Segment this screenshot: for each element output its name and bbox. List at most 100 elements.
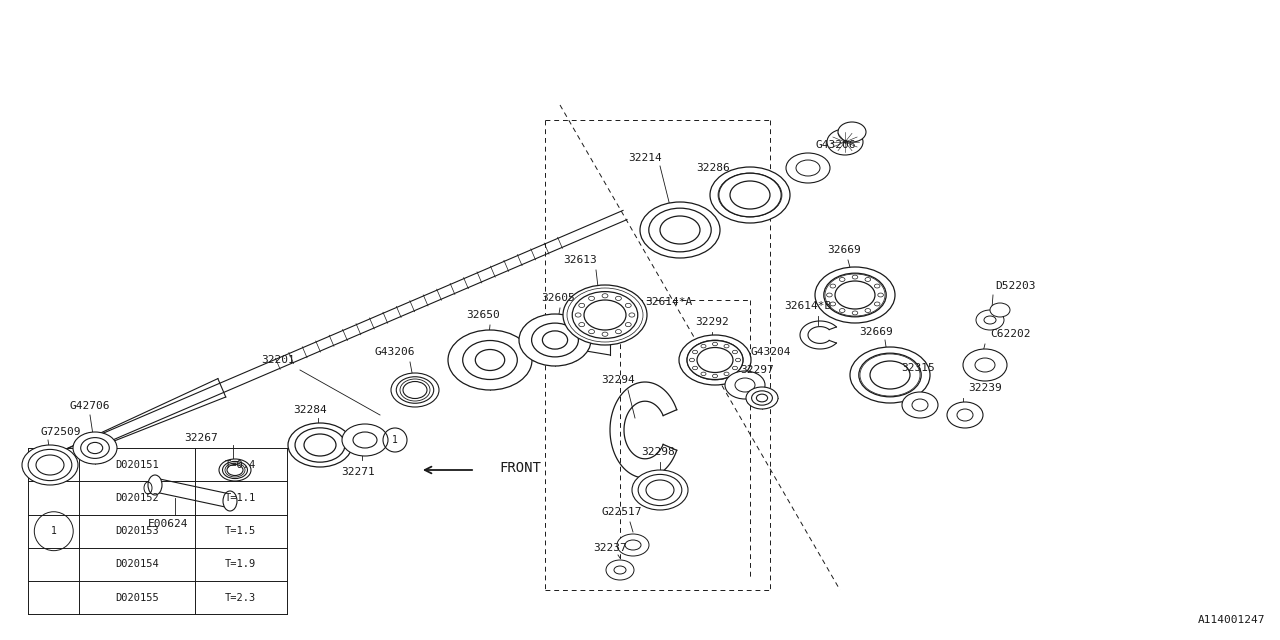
Ellipse shape — [678, 335, 751, 385]
Text: A114001247: A114001247 — [1198, 615, 1265, 625]
Ellipse shape — [850, 347, 931, 403]
Text: G42706: G42706 — [69, 401, 110, 411]
Ellipse shape — [947, 402, 983, 428]
Text: 32214: 32214 — [628, 153, 662, 163]
Text: 32292: 32292 — [695, 317, 728, 327]
Text: D020151: D020151 — [115, 460, 159, 470]
Text: 32267: 32267 — [184, 433, 218, 443]
Text: 32286: 32286 — [696, 163, 730, 173]
Text: 32237: 32237 — [593, 543, 627, 553]
Ellipse shape — [639, 474, 682, 506]
Ellipse shape — [646, 480, 675, 500]
Ellipse shape — [710, 167, 790, 223]
Ellipse shape — [342, 424, 388, 456]
Text: 32284: 32284 — [293, 405, 326, 415]
Ellipse shape — [219, 459, 251, 481]
Text: T=1.5: T=1.5 — [225, 526, 256, 536]
Text: 32297: 32297 — [740, 365, 774, 375]
Ellipse shape — [390, 373, 439, 407]
Ellipse shape — [543, 331, 567, 349]
Ellipse shape — [649, 208, 712, 252]
Ellipse shape — [632, 470, 689, 510]
Text: 1: 1 — [392, 435, 398, 445]
Ellipse shape — [462, 340, 517, 380]
Ellipse shape — [73, 432, 116, 464]
Ellipse shape — [28, 449, 72, 481]
Ellipse shape — [838, 122, 867, 142]
Ellipse shape — [827, 129, 863, 155]
Text: 32650: 32650 — [466, 310, 500, 320]
Ellipse shape — [902, 392, 938, 418]
Text: G43206: G43206 — [815, 140, 855, 150]
Text: 32201: 32201 — [261, 355, 294, 365]
Ellipse shape — [531, 323, 579, 357]
Ellipse shape — [963, 349, 1007, 381]
Ellipse shape — [288, 423, 352, 467]
Ellipse shape — [640, 202, 721, 258]
Text: 32613: 32613 — [563, 255, 596, 265]
Text: D020154: D020154 — [115, 559, 159, 570]
Ellipse shape — [87, 442, 102, 454]
Ellipse shape — [448, 330, 532, 390]
Text: E00624: E00624 — [147, 519, 188, 529]
Text: 32669: 32669 — [827, 245, 861, 255]
Text: 32315: 32315 — [901, 363, 934, 373]
Ellipse shape — [835, 281, 876, 309]
Text: D020153: D020153 — [115, 526, 159, 536]
Ellipse shape — [751, 391, 772, 405]
Ellipse shape — [403, 381, 428, 399]
Ellipse shape — [223, 461, 247, 479]
Text: 1: 1 — [51, 526, 56, 536]
Ellipse shape — [584, 300, 626, 330]
Ellipse shape — [660, 216, 700, 244]
Ellipse shape — [756, 394, 768, 402]
Text: 32605: 32605 — [541, 293, 575, 303]
Ellipse shape — [859, 353, 922, 397]
Ellipse shape — [698, 348, 733, 372]
Ellipse shape — [724, 371, 765, 399]
Ellipse shape — [786, 153, 829, 183]
Ellipse shape — [305, 434, 337, 456]
Text: T=2.3: T=2.3 — [225, 593, 256, 603]
Ellipse shape — [730, 181, 771, 209]
Ellipse shape — [617, 534, 649, 556]
Ellipse shape — [397, 377, 434, 403]
Text: D52203: D52203 — [995, 281, 1036, 291]
Ellipse shape — [687, 340, 744, 380]
Ellipse shape — [518, 314, 591, 366]
Text: 32298: 32298 — [641, 447, 675, 457]
Text: 32239: 32239 — [968, 383, 1002, 393]
Ellipse shape — [227, 465, 243, 476]
Ellipse shape — [22, 445, 78, 485]
Ellipse shape — [719, 173, 781, 217]
Text: T=0.4: T=0.4 — [225, 460, 256, 470]
Text: G72509: G72509 — [40, 427, 81, 437]
Ellipse shape — [605, 560, 634, 580]
Ellipse shape — [572, 292, 637, 339]
Ellipse shape — [148, 475, 163, 495]
Ellipse shape — [81, 438, 109, 458]
Ellipse shape — [223, 491, 237, 511]
Text: 32294: 32294 — [602, 375, 635, 385]
Text: T=1.9: T=1.9 — [225, 559, 256, 570]
Ellipse shape — [563, 285, 646, 345]
Text: 32669: 32669 — [859, 327, 893, 337]
Ellipse shape — [475, 349, 504, 371]
Text: FRONT: FRONT — [499, 461, 541, 475]
Text: 32614*A: 32614*A — [645, 297, 692, 307]
Ellipse shape — [746, 387, 778, 409]
Ellipse shape — [36, 455, 64, 475]
Text: T=1.1: T=1.1 — [225, 493, 256, 503]
Text: C62202: C62202 — [989, 329, 1030, 339]
Ellipse shape — [870, 361, 910, 389]
Ellipse shape — [977, 310, 1004, 330]
Text: G43204: G43204 — [750, 347, 791, 357]
Ellipse shape — [815, 267, 895, 323]
Ellipse shape — [989, 303, 1010, 317]
Text: D020155: D020155 — [115, 593, 159, 603]
Text: 32271: 32271 — [342, 467, 375, 477]
Ellipse shape — [296, 428, 346, 462]
Text: G43206: G43206 — [375, 347, 415, 357]
Ellipse shape — [824, 273, 886, 317]
Text: D020152: D020152 — [115, 493, 159, 503]
